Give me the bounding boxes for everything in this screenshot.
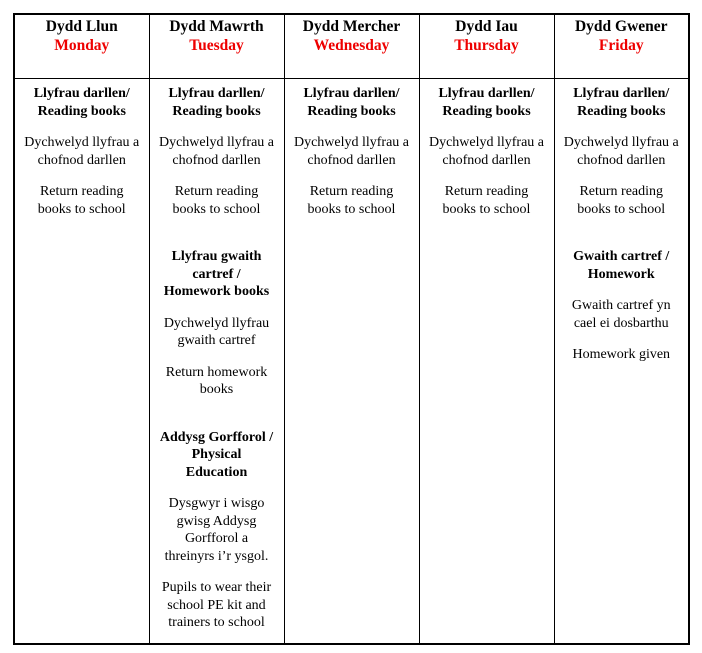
day-name-welsh: Dydd Mawrth [169,18,264,35]
schedule-block: Dychwelyd llyfrau a chofnod darllen [563,135,679,168]
schedule-block: Return homework books [165,364,268,398]
schedule-block: Llyfrau darllen/ Reading books [33,86,130,119]
day-column-monday: Llyfrau darllen/ Reading books Dychwelyd … [13,78,150,645]
weekly-timetable: Dydd Llun Monday Dydd Mawrth Tuesday Dydd Me… [13,13,690,645]
schedule-block: Dychwelyd llyfrau a chofnod darllen [293,135,410,168]
schedule-block: Gwaith cartref / Homework [573,249,670,282]
day-name-english: Friday [598,36,644,54]
day-name-welsh: Dydd Iau [455,18,518,35]
schedule-block: Return reading books to school [577,184,666,217]
body-row: Llyfrau darllen/ Reading books Dychwelyd … [13,78,690,645]
day-header-tuesday: Dydd Mawrth Tuesday [148,13,285,79]
schedule-block: Return reading books to school [442,184,531,217]
day-column-thursday: Llyfrau darllen/ Reading books Dychwelyd … [418,78,555,645]
day-header-monday: Dydd Llun Monday [13,13,150,79]
schedule-block: Homework given [572,347,671,362]
day-column-tuesday: Llyfrau darllen/ Reading books Dychwelyd … [148,78,285,645]
schedule-block: Dysgwyr i wisgo gwisg Addysg Gorfforol a… [164,496,269,564]
day-column-friday: Llyfrau darllen/ Reading books Dychwelyd … [553,78,690,645]
day-header-thursday: Dydd Iau Thursday [418,13,555,79]
schedule-block: Dychwelyd llyfrau gwaith cartref [163,315,270,349]
schedule-block: Dychwelyd llyfrau a chofnod darllen [428,135,545,168]
schedule-block: Llyfrau darllen/ Reading books [438,86,535,119]
schedule-block: Pupils to wear their school PE kit and t… [161,580,272,630]
header-row: Dydd Llun Monday Dydd Mawrth Tuesday Dydd Me… [13,13,690,79]
day-name-english: Tuesday [189,36,244,54]
schedule-block: Gwaith cartref yn cael ei dosbarthu [571,298,671,331]
day-name-english: Thursday [454,36,519,54]
day-name-english: Monday [54,36,110,54]
schedule-block: Llyfrau darllen/ Reading books [168,86,265,119]
day-name-welsh: Dydd Mercher [302,18,401,35]
schedule-block: Llyfrau darllen/ Reading books [303,86,400,119]
day-name-welsh: Dydd Llun [45,18,118,35]
day-name-welsh: Dydd Gwener [574,18,668,35]
schedule-block: Llyfrau gwaith cartref / Homework books [163,249,270,299]
day-header-friday: Dydd Gwener Friday [553,13,690,79]
schedule-block: Return reading books to school [307,184,396,217]
day-name-english: Wednesday [313,36,390,54]
schedule-block: Addysg Gorfforol / Physical Education [159,429,274,480]
day-column-wednesday: Llyfrau darllen/ Reading books Dychwelyd … [283,78,420,645]
day-header-wednesday: Dydd Mercher Wednesday [283,13,420,79]
schedule-block: Return reading books to school [37,184,126,217]
schedule-block: Dychwelyd llyfrau a chofnod darllen [24,135,140,168]
schedule-block: Return reading books to school [172,184,261,217]
schedule-block: Llyfrau darllen/ Reading books [573,86,670,119]
schedule-block: Dychwelyd llyfrau a chofnod darllen [158,135,275,168]
